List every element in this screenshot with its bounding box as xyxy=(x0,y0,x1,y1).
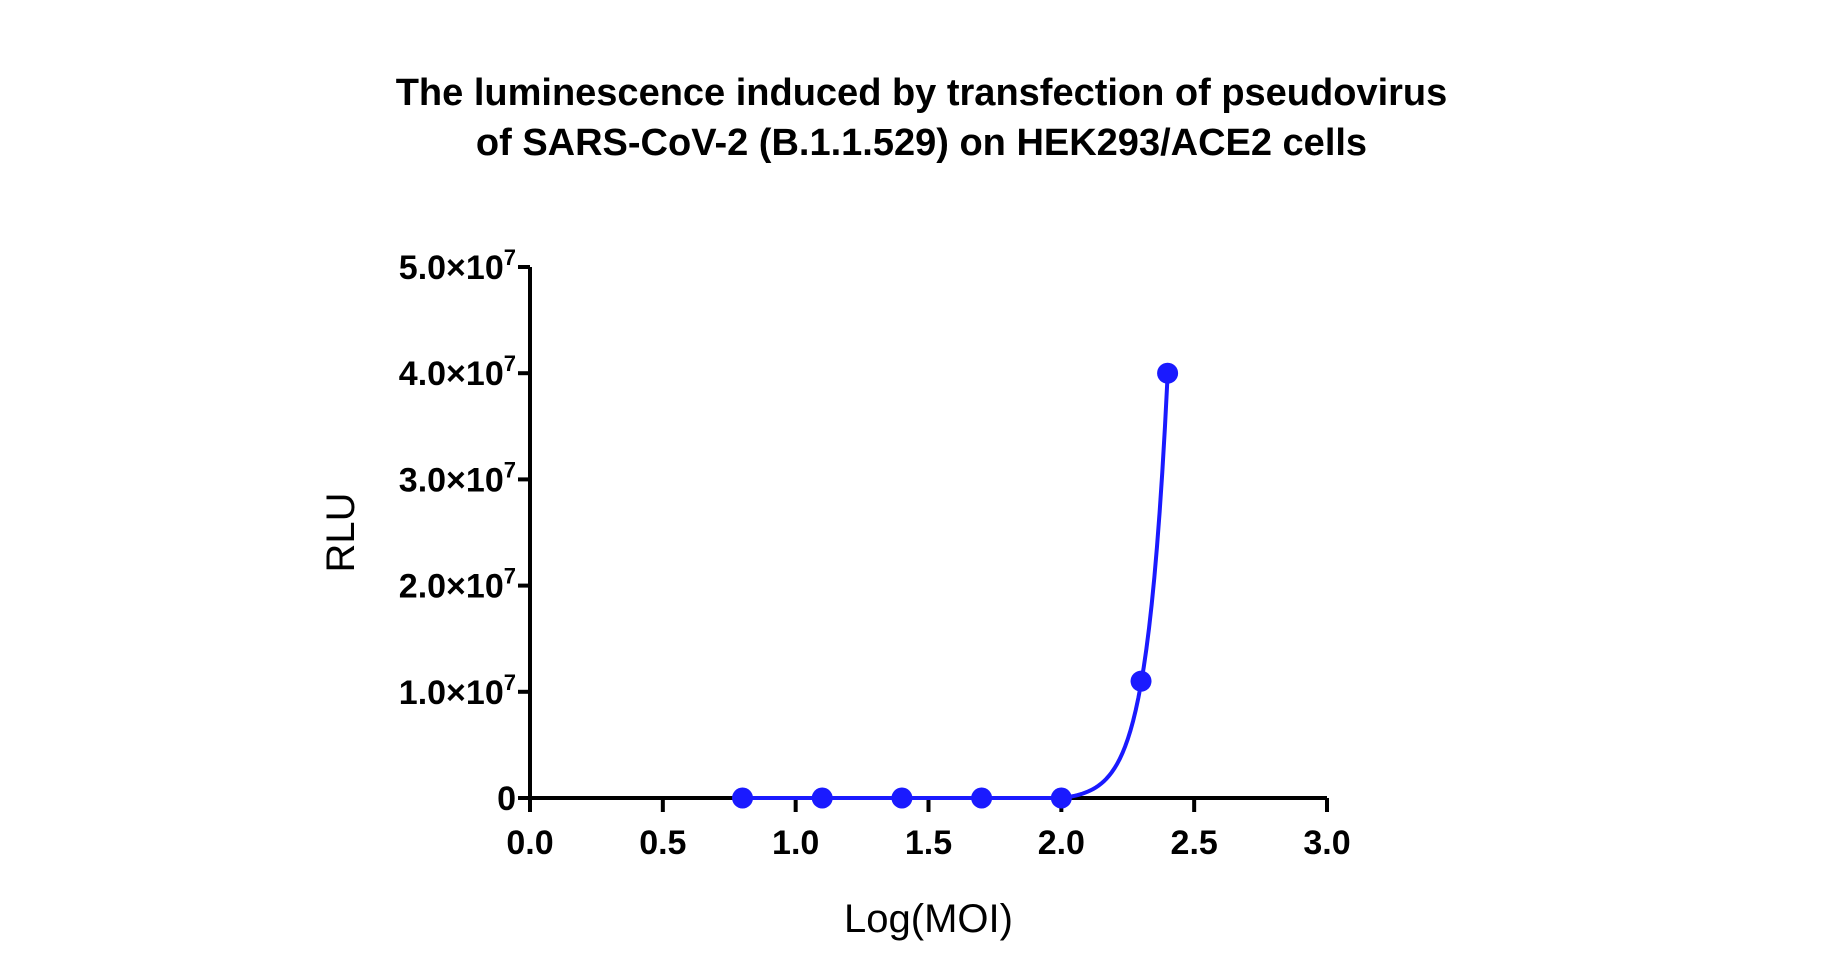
y-tick-label: 5.0×107 xyxy=(399,245,516,287)
y-axis-label: RLU xyxy=(319,492,363,572)
data-point xyxy=(732,787,754,809)
chart-title: The luminescence induced by transfection… xyxy=(0,68,1843,168)
x-tick-label: 2.5 xyxy=(1171,824,1218,862)
data-point xyxy=(1130,670,1152,692)
x-tick-label: 2.0 xyxy=(1038,824,1085,862)
x-tick-label: 1.0 xyxy=(772,824,819,862)
data-point xyxy=(811,787,833,809)
y-axis-ticks: 0 1.0×107 2.0×107 3.0×107 4.0×107 5.0×107 xyxy=(399,245,530,818)
chart-title-line-1: The luminescence induced by transfection… xyxy=(395,72,1448,114)
data-points xyxy=(732,362,1179,809)
x-axis-ticks: 0.0 0.5 1.0 1.5 2.0 2.5 3.0 xyxy=(506,798,1351,862)
x-tick-label: 1.5 xyxy=(905,824,952,862)
x-axis-label: Log(MOI) xyxy=(844,897,1013,941)
y-tick-label: 0 xyxy=(497,780,516,818)
data-point xyxy=(1050,787,1072,809)
chart-title-line-2: of SARS-CoV-2 (B.1.1.529) on HEK293/ACE2… xyxy=(475,122,1368,164)
x-tick-label: 0.0 xyxy=(506,824,553,862)
axes xyxy=(528,267,1327,800)
x-tick-label: 0.5 xyxy=(639,824,686,862)
y-tick-label: 3.0×107 xyxy=(399,457,516,499)
data-point xyxy=(971,787,993,809)
y-tick-label: 1.0×107 xyxy=(399,670,516,712)
fit-curve xyxy=(742,375,1170,800)
y-tick-label: 4.0×107 xyxy=(399,351,516,393)
data-point xyxy=(891,787,913,809)
x-tick-label: 3.0 xyxy=(1303,824,1350,862)
data-point xyxy=(1157,362,1179,384)
y-tick-label: 2.0×107 xyxy=(399,564,516,606)
